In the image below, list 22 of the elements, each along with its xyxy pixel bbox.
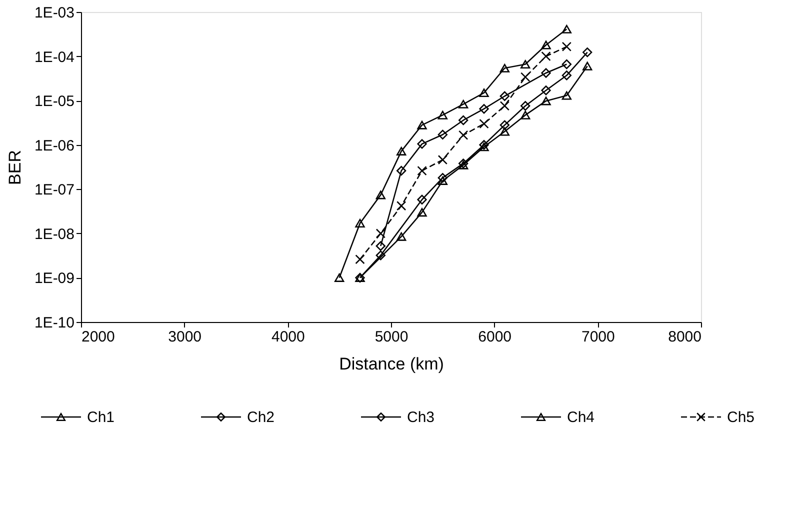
x-tick-label: 3000 xyxy=(168,328,202,346)
legend-label: Ch3 xyxy=(407,409,435,426)
legend-label: Ch4 xyxy=(567,409,595,426)
y-tick-label: 1E-09 xyxy=(34,270,74,288)
legend-label: Ch5 xyxy=(727,409,755,426)
x-tick-label: 8000 xyxy=(668,328,702,346)
y-tick-label: 1E-06 xyxy=(34,137,74,154)
x-tick-label: 7000 xyxy=(581,328,615,346)
x-tick-label: 4000 xyxy=(271,328,305,346)
y-tick-label: 1E-08 xyxy=(34,226,74,243)
x-tick-label: 6000 xyxy=(478,328,512,346)
y-tick-label: 1E-03 xyxy=(34,4,74,22)
x-tick-label: 2000 xyxy=(82,328,115,346)
y-tick-label: 1E-05 xyxy=(34,93,74,110)
x-tick-label: 5000 xyxy=(374,328,408,346)
x-axis-title: Distance (km) xyxy=(339,354,444,374)
y-tick-label: 1E-07 xyxy=(34,182,74,199)
legend-label: Ch2 xyxy=(247,409,275,426)
y-axis-title: BER xyxy=(5,150,24,185)
legend-label: Ch1 xyxy=(87,409,115,426)
y-tick-label: 1E-10 xyxy=(34,314,74,332)
y-tick-label: 1E-04 xyxy=(34,48,74,66)
